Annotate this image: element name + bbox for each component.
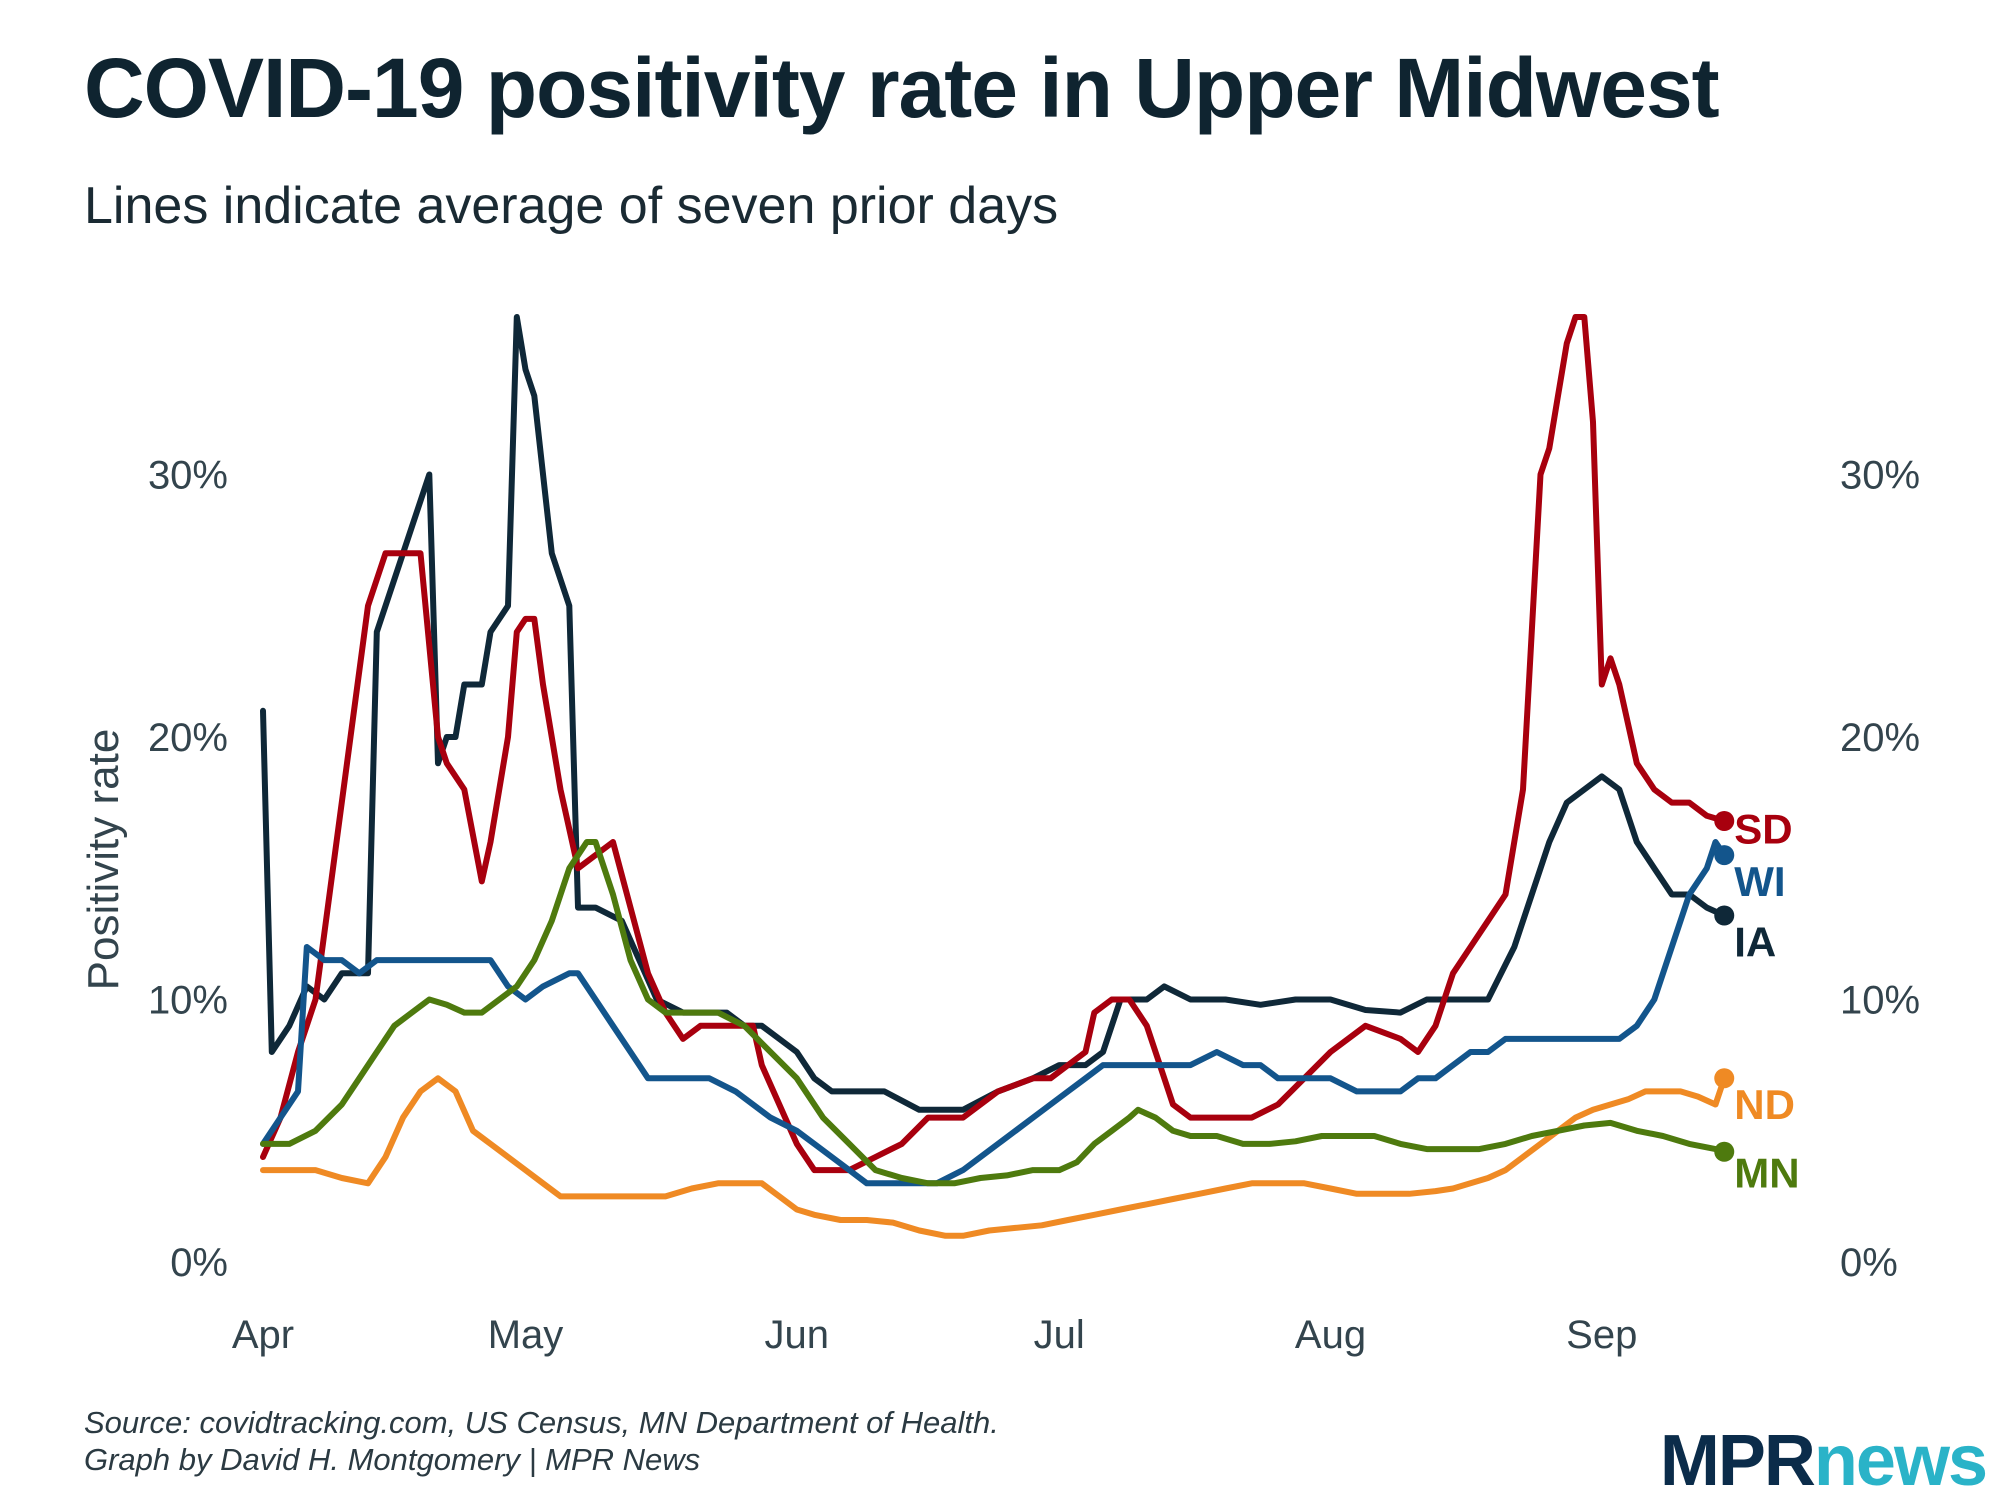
series-end-dot-mn xyxy=(1714,1141,1735,1162)
x-tick-label: Aug xyxy=(1295,1313,1366,1357)
series-end-label-wi: WI xyxy=(1734,858,1785,905)
source-line-1: Source: covidtracking.com, US Census, MN… xyxy=(84,1405,999,1440)
x-tick-label: May xyxy=(488,1313,564,1357)
chart-subtitle: Lines indicate average of seven prior da… xyxy=(84,177,1059,235)
x-tick-label: Jun xyxy=(765,1313,830,1357)
series-line-mn xyxy=(260,839,1728,1187)
series-line-ia xyxy=(260,314,1728,1113)
series-end-label-ia: IA xyxy=(1734,918,1776,965)
y-tick-label-left: 10% xyxy=(148,979,228,1023)
y-tick-label-right: 0% xyxy=(1840,1241,1898,1285)
logo-mpr: MPR xyxy=(1659,1421,1816,1501)
x-tick-label: Sep xyxy=(1566,1313,1637,1357)
series-end-label-sd: SD xyxy=(1734,806,1792,853)
y-axis-label: Positivity rate xyxy=(79,729,128,991)
mpr-news-logo: MPRnews xyxy=(1659,1420,1988,1502)
x-tick-label: Apr xyxy=(232,1313,294,1357)
logo-news: news xyxy=(1813,1421,1988,1501)
y-tick-label-right: 10% xyxy=(1840,979,1920,1023)
y-tick-label-right: 20% xyxy=(1840,716,1920,760)
axis-ticks: 0% 0% 10% 10% 20% 20% 30% 30% Apr May Jun Jul Aug Sep… xyxy=(79,454,1920,1358)
source-note: Source: covidtracking.com, US Census, MN… xyxy=(84,1404,999,1478)
x-tick-label: Jul xyxy=(1034,1313,1085,1357)
y-tick-label-right: 30% xyxy=(1840,454,1920,498)
series-end-dot-sd xyxy=(1714,811,1735,831)
source-line-2: Graph by David H. Montgomery | MPR News xyxy=(84,1442,701,1478)
series-end-label-nd: ND xyxy=(1734,1081,1795,1128)
series-line-wi xyxy=(260,839,1728,1187)
series-end-dot-ia xyxy=(1714,905,1735,926)
series-line-sd xyxy=(260,314,1728,1174)
y-tick-label-left: 20% xyxy=(148,716,228,760)
series-end-dot-wi xyxy=(1714,845,1735,866)
chart-title: COVID-19 positivity rate in Upper Midwes… xyxy=(84,41,1720,135)
series-end-labels: SD WI IA ND MN xyxy=(1734,806,1799,1197)
y-tick-label-left: 30% xyxy=(148,454,228,498)
series-end-dot-nd xyxy=(1714,1068,1735,1089)
series-end-label-mn: MN xyxy=(1734,1149,1799,1196)
series-line-nd xyxy=(260,1075,1728,1239)
y-tick-label-left: 0% xyxy=(170,1241,228,1285)
series-lines xyxy=(260,314,1735,1239)
